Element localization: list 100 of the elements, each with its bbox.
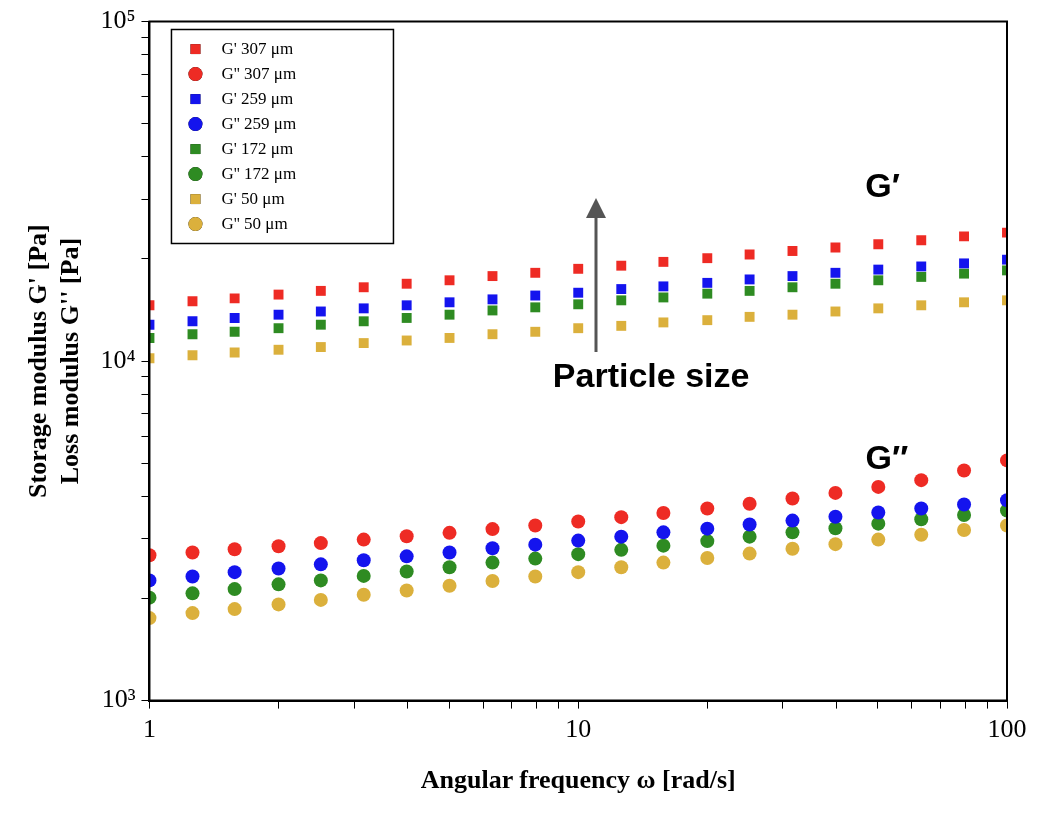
point: [787, 246, 798, 256]
legend-label: G' 50 μm: [221, 188, 285, 208]
x-tick-label: 1: [142, 714, 156, 744]
point: [442, 560, 457, 575]
point: [656, 505, 671, 520]
point: [700, 521, 715, 536]
point: [573, 323, 584, 334]
point: [315, 319, 326, 330]
point: [401, 278, 412, 289]
point: [528, 569, 543, 584]
point: [315, 306, 326, 317]
point: [442, 578, 457, 593]
point: [271, 561, 286, 576]
point: [914, 473, 929, 488]
point: [785, 541, 800, 556]
point: [356, 532, 371, 547]
point: [614, 529, 629, 544]
point: [916, 261, 927, 272]
point: [313, 536, 328, 551]
point: [227, 602, 242, 617]
point: [229, 347, 240, 358]
point: [702, 253, 713, 264]
point: [916, 235, 927, 246]
legend-label: G' 172 μm: [221, 138, 294, 158]
legend-label: G' 259 μm: [221, 88, 294, 108]
point: [744, 249, 755, 260]
point: [656, 538, 671, 553]
point: [401, 300, 412, 311]
point: [957, 463, 972, 478]
point: [487, 329, 498, 340]
point: [873, 239, 884, 250]
legend-label: G'' 172 μm: [221, 163, 297, 183]
point: [873, 264, 884, 275]
point: [358, 338, 369, 349]
point: [401, 313, 412, 323]
point: [399, 549, 414, 564]
legend-label: G'' 50 μm: [221, 213, 288, 233]
point: [185, 606, 200, 621]
point: [614, 510, 629, 525]
point: [616, 260, 627, 271]
x-tick-label: 100: [987, 714, 1027, 744]
annotation: G′: [865, 166, 900, 205]
point: [444, 333, 455, 343]
point: [528, 537, 543, 552]
point: [356, 587, 371, 602]
point: [742, 496, 757, 511]
point: [358, 316, 369, 327]
point: [916, 300, 927, 311]
point: [744, 274, 755, 285]
point: [313, 592, 328, 607]
point: [356, 553, 371, 568]
y-tick-label: 10⁴: [100, 344, 136, 374]
point: [273, 289, 284, 300]
x-axis-title: Angular frequency ω [rad/s]: [420, 765, 736, 795]
point: [785, 491, 800, 506]
point: [530, 290, 541, 301]
point: [444, 275, 455, 286]
point: [485, 574, 500, 589]
point: [959, 258, 969, 269]
point: [358, 282, 369, 293]
point: [658, 317, 669, 328]
point: [229, 293, 240, 304]
point: [271, 577, 286, 592]
point: [700, 534, 715, 549]
point: [702, 277, 713, 288]
point: [444, 309, 455, 320]
point: [957, 497, 972, 512]
point: [442, 545, 457, 560]
point: [871, 479, 886, 494]
point: [271, 597, 286, 612]
point: [530, 302, 541, 313]
point: [957, 523, 972, 538]
point: [573, 299, 584, 310]
point: [702, 288, 713, 299]
point: [700, 551, 715, 566]
point: [873, 303, 884, 314]
point: [358, 303, 369, 314]
point: [828, 485, 843, 500]
legend-label: G' 307 μm: [221, 38, 294, 58]
point: [185, 586, 200, 601]
point: [399, 529, 414, 544]
point: [528, 518, 543, 533]
point: [487, 294, 498, 305]
point: [744, 285, 755, 296]
point: [571, 565, 586, 580]
point: [785, 525, 800, 540]
point: [616, 320, 627, 331]
point: [959, 297, 969, 308]
point: [401, 335, 412, 346]
legend-label: G'' 259 μm: [221, 113, 297, 133]
point: [658, 292, 669, 303]
point: [485, 522, 500, 537]
point: [187, 350, 198, 361]
point: [315, 285, 326, 296]
point: [871, 532, 886, 547]
point: [787, 271, 798, 282]
point: [871, 505, 886, 520]
point: [744, 311, 755, 322]
point: [187, 316, 198, 327]
point: [487, 305, 498, 316]
